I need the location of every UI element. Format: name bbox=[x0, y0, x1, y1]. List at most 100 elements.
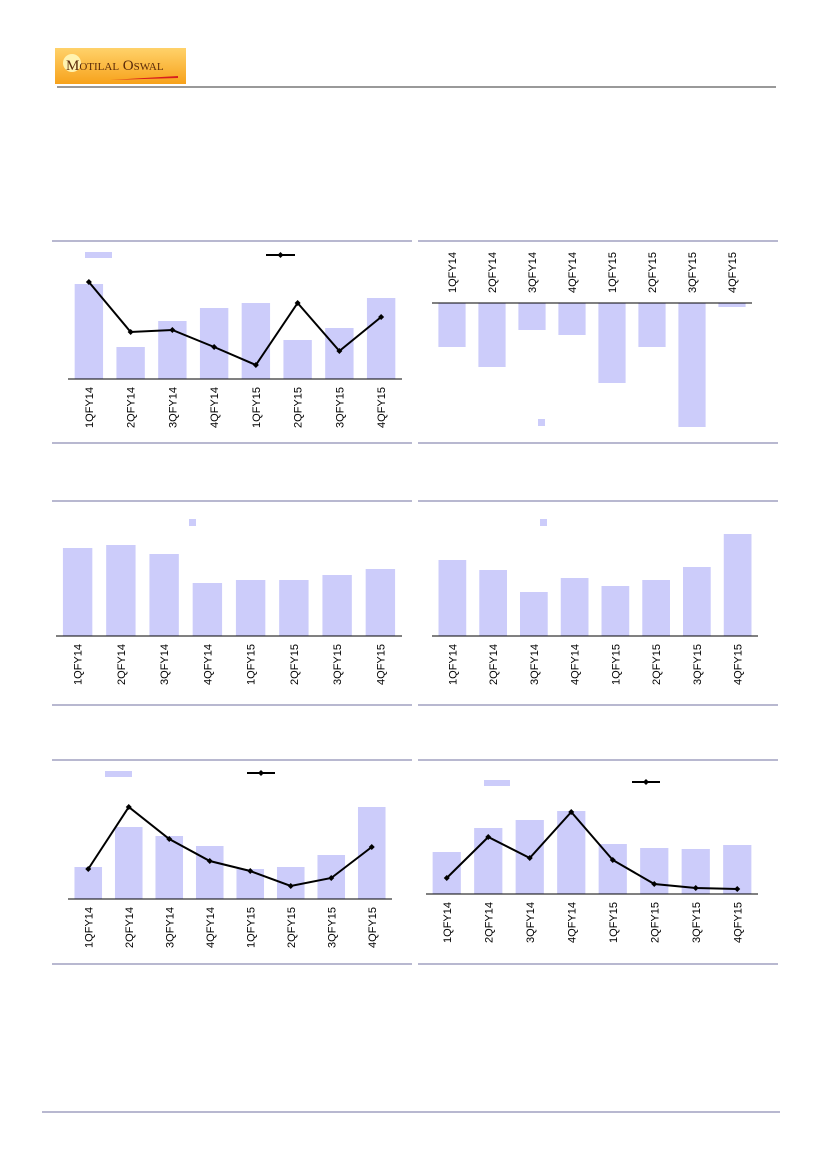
x-tick-label: 1QFY14 bbox=[442, 902, 454, 943]
x-tick-label: 2QFY15 bbox=[647, 252, 659, 293]
bar bbox=[366, 298, 396, 379]
bar bbox=[114, 827, 143, 899]
logo-swoosh bbox=[110, 76, 178, 80]
logo-sun bbox=[63, 54, 81, 72]
x-tick-label: 3QFY14 bbox=[529, 644, 541, 685]
x-tick-label: 4QFY14 bbox=[567, 252, 579, 293]
bar bbox=[192, 583, 223, 636]
line-marker bbox=[247, 868, 254, 874]
bar bbox=[598, 844, 627, 894]
bar bbox=[678, 303, 706, 427]
legend-swatch bbox=[189, 519, 196, 526]
bar bbox=[155, 836, 184, 899]
x-tick-label: 1QFY14 bbox=[447, 252, 459, 293]
bar bbox=[365, 569, 396, 636]
line bbox=[88, 281, 382, 367]
x-tick-label: 4QFY15 bbox=[727, 252, 739, 293]
bar bbox=[520, 592, 548, 636]
x-tick-label: 2QFY15 bbox=[651, 644, 663, 685]
bar bbox=[149, 554, 179, 636]
x-tick-label: 4QFY14 bbox=[202, 644, 214, 685]
x-tick-label: 2QFY14 bbox=[126, 387, 138, 428]
x-tick-label: 4QFY15 bbox=[733, 644, 745, 685]
x-tick-label: 2QFY14 bbox=[488, 644, 500, 685]
bar bbox=[235, 580, 266, 636]
bar bbox=[718, 303, 746, 307]
bar bbox=[279, 580, 309, 636]
line-marker bbox=[609, 857, 616, 863]
x-tick-label: 3QFY14 bbox=[164, 907, 176, 948]
line-marker bbox=[252, 362, 259, 368]
bar bbox=[723, 845, 752, 894]
legend-marker bbox=[277, 252, 284, 258]
line-marker bbox=[294, 300, 301, 306]
bar bbox=[640, 848, 669, 894]
x-tick-label: 3QFY14 bbox=[159, 644, 171, 685]
bar bbox=[62, 548, 93, 636]
line-marker bbox=[692, 885, 699, 891]
bar bbox=[642, 580, 670, 636]
legend-swatch bbox=[484, 780, 510, 786]
x-tick-label: 4QFY14 bbox=[570, 644, 582, 685]
bar bbox=[557, 811, 586, 894]
line-marker bbox=[328, 875, 335, 881]
line-marker bbox=[485, 834, 492, 840]
line-marker bbox=[85, 866, 92, 872]
x-tick-label: 4QFY15 bbox=[367, 907, 379, 948]
bar bbox=[558, 303, 586, 335]
bar bbox=[106, 545, 136, 636]
bar bbox=[432, 852, 461, 894]
x-tick-label: 3QFY14 bbox=[525, 902, 537, 943]
x-tick-label: 3QFY15 bbox=[692, 644, 704, 685]
legend-marker bbox=[643, 779, 649, 785]
line-marker bbox=[336, 348, 343, 354]
line bbox=[446, 810, 738, 890]
x-tick-label: 2QFY15 bbox=[649, 902, 661, 943]
x-tick-label: 4QFY14 bbox=[209, 387, 221, 428]
x-tick-label: 4QFY15 bbox=[375, 644, 387, 685]
x-tick-label: 3QFY15 bbox=[687, 252, 699, 293]
bar bbox=[283, 340, 312, 379]
bar bbox=[479, 570, 507, 636]
x-tick-label: 1QFY15 bbox=[608, 902, 620, 943]
x-tick-label: 1QFY14 bbox=[447, 644, 459, 685]
line bbox=[87, 805, 373, 888]
x-tick-label: 1QFY15 bbox=[246, 644, 258, 685]
bar bbox=[723, 534, 752, 636]
bar bbox=[560, 578, 589, 636]
bar bbox=[116, 347, 145, 379]
line-marker bbox=[206, 858, 213, 864]
line-marker bbox=[368, 844, 375, 850]
x-tick-label: 4QFY14 bbox=[205, 907, 217, 948]
line-marker bbox=[211, 344, 218, 350]
legend-marker bbox=[258, 770, 264, 776]
legend-swatch bbox=[105, 771, 132, 777]
line-marker bbox=[526, 855, 533, 861]
bar bbox=[74, 867, 103, 899]
x-tick-label: 3QFY15 bbox=[326, 907, 338, 948]
bar bbox=[598, 303, 626, 383]
x-tick-label: 3QFY14 bbox=[527, 252, 539, 293]
x-tick-label: 2QFY14 bbox=[116, 644, 128, 685]
x-tick-label: 1QFY15 bbox=[610, 644, 622, 685]
x-tick-label: 1QFY14 bbox=[73, 644, 85, 685]
bar bbox=[438, 560, 467, 636]
line-marker bbox=[125, 804, 132, 810]
line-marker bbox=[85, 279, 92, 285]
line-marker bbox=[166, 836, 173, 842]
bar bbox=[601, 586, 630, 636]
legend-swatch bbox=[540, 519, 547, 526]
line-marker bbox=[378, 314, 385, 320]
line-marker bbox=[443, 875, 450, 881]
x-tick-label: 3QFY14 bbox=[167, 387, 179, 428]
line-marker bbox=[287, 883, 294, 889]
line-marker bbox=[169, 327, 176, 333]
x-tick-label: 1QFY15 bbox=[251, 387, 263, 428]
x-tick-label: 2QFY15 bbox=[286, 907, 298, 948]
line-marker bbox=[568, 809, 575, 815]
x-tick-label: 1QFY15 bbox=[607, 252, 619, 293]
x-tick-label: 1QFY14 bbox=[84, 387, 96, 428]
line-marker bbox=[734, 886, 741, 892]
bar bbox=[322, 575, 352, 636]
